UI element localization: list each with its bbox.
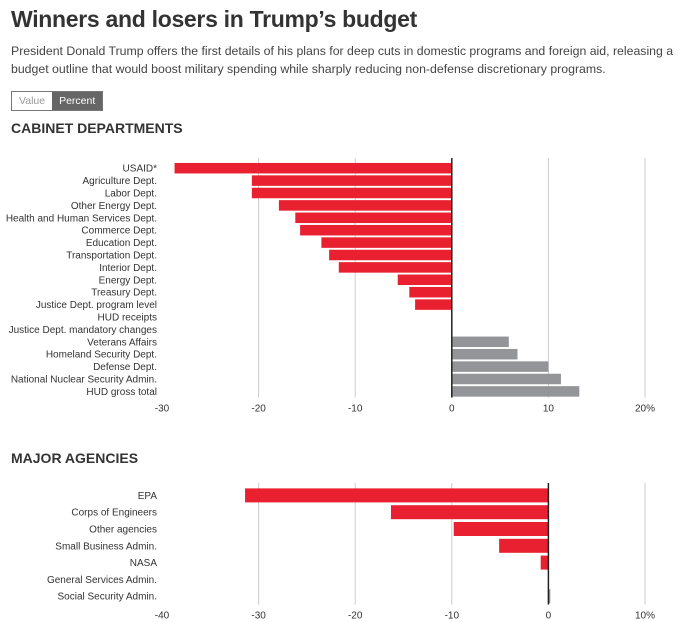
bar — [451, 336, 509, 348]
page-subtitle: President Donald Trump offers the first … — [11, 44, 674, 76]
category-label: General Services Admin. — [47, 575, 157, 586]
x-tick-label: -20 — [251, 404, 266, 415]
value-toggle-button[interactable]: Value — [12, 92, 53, 110]
bar — [453, 522, 549, 536]
bar — [415, 299, 452, 310]
x-tick-label: -40 — [155, 611, 170, 622]
category-label: NASA — [130, 558, 158, 569]
x-tick-label: -10 — [348, 404, 363, 415]
category-label: Energy Dept. — [99, 275, 157, 286]
bar — [451, 361, 549, 372]
category-label: Agriculture Dept. — [83, 176, 157, 187]
x-tick-label: 0 — [546, 611, 552, 622]
x-tick-label: 10 — [543, 404, 555, 415]
category-label: USAID* — [123, 164, 158, 175]
category-label: Other Energy Dept. — [71, 201, 157, 212]
bar — [451, 373, 561, 385]
x-tick-label: 20% — [635, 404, 655, 415]
percent-toggle-button[interactable]: Percent — [52, 92, 103, 110]
value-percent-toggle[interactable]: Value Percent — [11, 91, 104, 111]
bar — [540, 555, 549, 570]
category-label: Defense Dept. — [93, 362, 157, 373]
category-label: Treasury Dept. — [91, 288, 157, 299]
page-title: Winners and losers in Trump’s budget — [11, 6, 418, 32]
category-label: National Nuclear Security Admin. — [11, 375, 157, 386]
bar — [548, 589, 551, 604]
category-label: EPA — [138, 491, 158, 502]
category-label: Health and Human Services Dept. — [6, 213, 157, 224]
x-tick-label: -10 — [445, 611, 460, 622]
x-tick-label: -30 — [251, 611, 266, 622]
bar — [278, 200, 452, 211]
category-label: HUD receipts — [98, 313, 157, 324]
bar — [451, 386, 580, 397]
bar — [300, 224, 452, 236]
category-label: Labor Dept. — [105, 189, 157, 200]
bar — [321, 237, 452, 248]
cabinet-departments-chart: -30 -20 -10 0 10 20% USAID*Agriculture Dept. La… — [6, 158, 655, 415]
bar — [451, 348, 518, 360]
category-label: Small Business Admin. — [55, 541, 157, 552]
bar — [390, 505, 549, 520]
x-tick-label: 10% — [635, 611, 655, 622]
bar — [251, 175, 452, 186]
bar — [295, 212, 452, 224]
category-label: Commerce Dept. — [81, 226, 157, 237]
x-tick-label: -20 — [348, 611, 363, 622]
bar — [251, 187, 452, 199]
category-label: Homeland Security Dept. — [46, 350, 157, 361]
category-label: Justice Dept. program level — [36, 300, 157, 311]
category-label: Veterans Affairs — [87, 337, 157, 348]
bar — [397, 274, 452, 286]
bar — [499, 538, 549, 553]
category-label: Transportation Dept. — [66, 251, 157, 262]
bar — [338, 262, 452, 273]
category-label: Other agencies — [89, 525, 157, 536]
category-label: Corps of Engineers — [71, 508, 157, 519]
x-tick-label: 0 — [449, 404, 455, 415]
section-title-agencies: MAJOR AGENCIES — [11, 450, 139, 466]
bar — [245, 488, 549, 503]
x-tick-label: -30 — [155, 404, 170, 415]
category-label: Social Security Admin. — [58, 592, 158, 603]
bar — [174, 162, 452, 174]
bar — [329, 249, 452, 261]
major-agencies-chart: -40 -30 -20 -10 0 10% EPA Corps of Engineers Oth… — [47, 483, 655, 622]
bar — [409, 286, 452, 298]
category-label: Justice Dept. mandatory changes — [9, 325, 157, 336]
section-title-cabinet: CABINET DEPARTMENTS — [11, 120, 183, 136]
category-label: HUD gross total — [86, 387, 157, 398]
category-label: Education Dept. — [86, 238, 157, 249]
category-label: Interior Dept. — [99, 263, 157, 274]
